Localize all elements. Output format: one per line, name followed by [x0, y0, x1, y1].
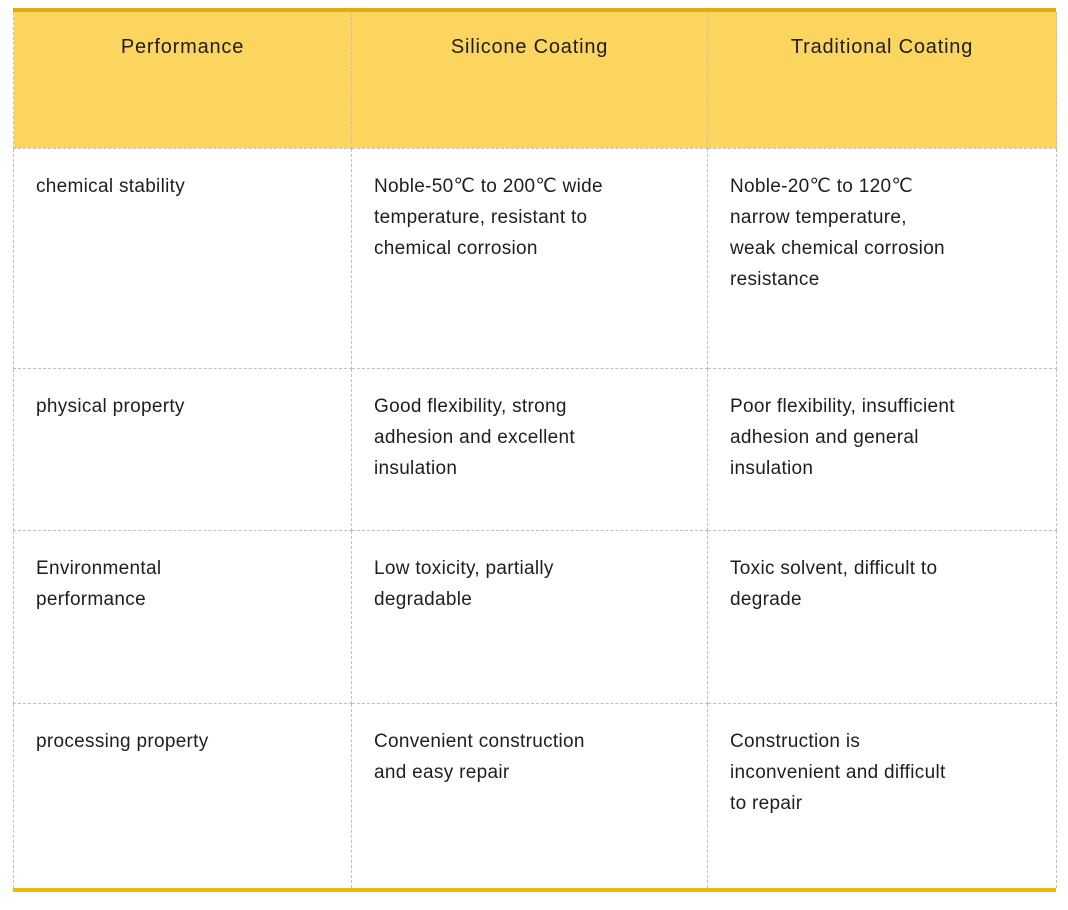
- traditional-coating-cell: Construction is inconvenient and difficu…: [707, 702, 1057, 888]
- row-chemical-stability: chemical stability Noble-50℃ to 200℃ wid…: [13, 147, 1057, 369]
- silicone-coating-cell: Good flexibility, strong adhesion and ex…: [351, 367, 708, 531]
- property-name-cell: processing property: [13, 702, 352, 888]
- header-row: Performance Silicone Coating Traditional…: [13, 12, 1057, 149]
- property-name-cell: Environmental performance: [13, 529, 352, 704]
- property-name-cell: chemical stability: [13, 147, 352, 369]
- silicone-coating-cell: Convenient construction and easy repair: [351, 702, 708, 888]
- traditional-coating-cell: Poor flexibility, insufficient adhesion …: [707, 367, 1057, 531]
- row-environmental-performance: Environmental performance Low toxicity, …: [13, 529, 1057, 704]
- coating-comparison-table: Performance Silicone Coating Traditional…: [13, 8, 1057, 892]
- traditional-coating-cell: Noble-20℃ to 120℃ narrow temperature, we…: [707, 147, 1057, 369]
- silicone-coating-cell: Low toxicity, partially degradable: [351, 529, 708, 704]
- header-cell-silicone-coating: Silicone Coating: [351, 12, 708, 149]
- property-name-cell: physical property: [13, 367, 352, 531]
- silicone-coating-cell: Noble-50℃ to 200℃ wide temperature, resi…: [351, 147, 708, 369]
- header-cell-traditional-coating: Traditional Coating: [707, 12, 1057, 149]
- comparison-table: Performance Silicone Coating Traditional…: [13, 12, 1057, 888]
- top-accent-bar: [13, 8, 1056, 12]
- bottom-accent-bar: [13, 888, 1056, 892]
- row-processing-property: processing property Convenient construct…: [13, 702, 1057, 888]
- traditional-coating-cell: Toxic solvent, difficult to degrade: [707, 529, 1057, 704]
- row-physical-property: physical property Good flexibility, stro…: [13, 367, 1057, 531]
- header-cell-performance: Performance: [13, 12, 352, 149]
